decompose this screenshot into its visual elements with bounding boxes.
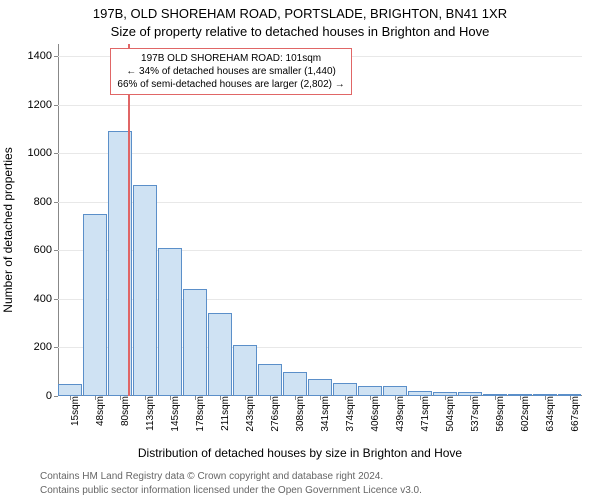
credit-line-2: Contains public sector information licen… (40, 485, 422, 496)
y-tick-mark (54, 396, 58, 397)
gridline (58, 105, 582, 106)
plot-area: 020040060080010001200140015sqm48sqm80sqm… (58, 44, 582, 396)
x-tick-label: 145sqm (170, 396, 181, 432)
x-tick-label: 211sqm (220, 396, 231, 431)
histogram-bar (358, 386, 382, 396)
y-axis-line (58, 44, 59, 396)
histogram-bar (58, 384, 82, 396)
x-tick-label: 243sqm (245, 396, 256, 432)
chart-title-line1: 197B, OLD SHOREHAM ROAD, PORTSLADE, BRIG… (0, 6, 600, 21)
y-tick-label: 600 (34, 244, 52, 256)
y-axis-label: Number of detached properties (1, 147, 15, 312)
x-tick-label: 634sqm (545, 396, 556, 432)
callout-line-3: 66% of semi-detached houses are larger (… (117, 78, 344, 91)
x-tick-label: 80sqm (120, 396, 131, 426)
y-tick-mark (54, 105, 58, 106)
x-tick-label: 308sqm (295, 396, 306, 432)
y-tick-label: 800 (34, 196, 52, 208)
x-tick-label: 569sqm (495, 396, 506, 432)
x-tick-label: 276sqm (270, 396, 281, 432)
y-tick-label: 1200 (28, 99, 52, 111)
x-tick-label: 537sqm (470, 396, 481, 432)
gridline (58, 153, 582, 154)
credit-line-1: Contains HM Land Registry data © Crown c… (40, 471, 383, 482)
callout-line-2: ← 34% of detached houses are smaller (1,… (117, 65, 344, 78)
y-tick-label: 1000 (28, 147, 52, 159)
y-tick-label: 1400 (28, 50, 52, 62)
x-tick-label: 471sqm (420, 396, 431, 432)
y-tick-mark (54, 56, 58, 57)
x-tick-label: 178sqm (195, 396, 206, 432)
y-tick-label: 200 (34, 341, 52, 353)
property-marker-line (128, 44, 130, 396)
x-tick-label: 439sqm (395, 396, 406, 432)
histogram-bar (83, 214, 107, 396)
x-axis-label: Distribution of detached houses by size … (0, 446, 600, 460)
callout-box: 197B OLD SHOREHAM ROAD: 101sqm← 34% of d… (110, 48, 351, 95)
histogram-bar (283, 372, 307, 396)
chart-container: 197B, OLD SHOREHAM ROAD, PORTSLADE, BRIG… (0, 0, 600, 500)
histogram-bar (158, 248, 182, 396)
x-tick-label: 406sqm (370, 396, 381, 432)
x-tick-label: 504sqm (445, 396, 456, 432)
histogram-bar (233, 345, 257, 396)
callout-line-1: 197B OLD SHOREHAM ROAD: 101sqm (117, 52, 344, 65)
x-tick-label: 602sqm (520, 396, 531, 432)
x-tick-label: 15sqm (70, 396, 81, 426)
y-tick-mark (54, 202, 58, 203)
chart-title-line2: Size of property relative to detached ho… (0, 24, 600, 39)
histogram-bar (258, 364, 282, 396)
x-tick-label: 341sqm (320, 396, 331, 432)
y-tick-label: 400 (34, 293, 52, 305)
histogram-bar (133, 185, 157, 396)
y-tick-mark (54, 250, 58, 251)
x-tick-label: 374sqm (345, 396, 356, 432)
y-tick-mark (54, 153, 58, 154)
histogram-bar (183, 289, 207, 396)
y-tick-mark (54, 347, 58, 348)
y-tick-mark (54, 299, 58, 300)
x-tick-label: 48sqm (95, 396, 106, 426)
histogram-bar (383, 386, 407, 396)
histogram-bar (208, 313, 232, 396)
histogram-bar (308, 379, 332, 396)
x-tick-label: 667sqm (570, 396, 581, 432)
x-tick-label: 113sqm (145, 396, 156, 431)
histogram-bar (333, 383, 357, 396)
y-tick-label: 0 (46, 390, 52, 402)
